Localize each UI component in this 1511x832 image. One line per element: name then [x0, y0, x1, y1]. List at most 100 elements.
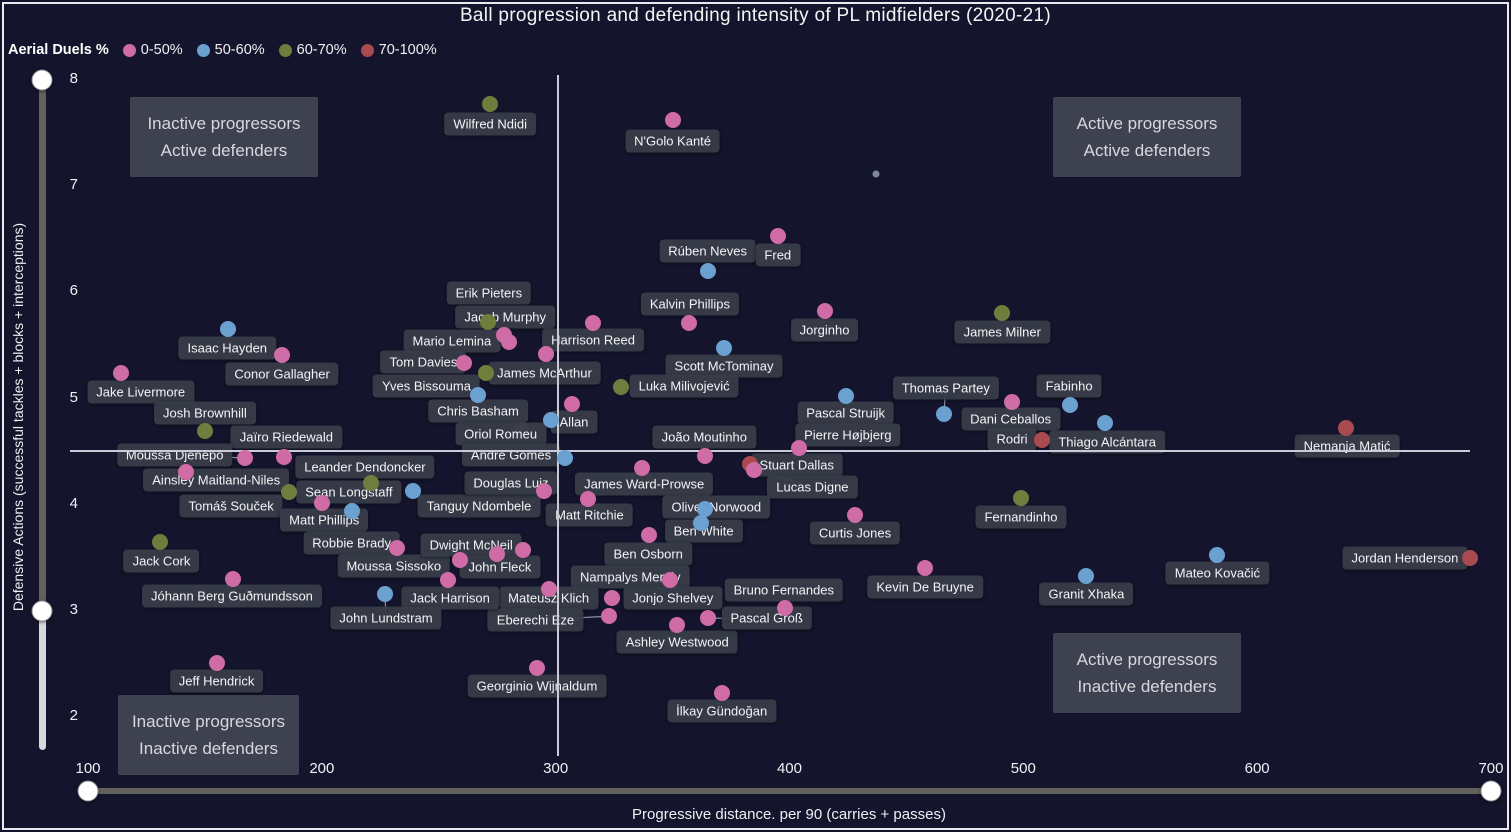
scatter-point[interactable]: [479, 314, 496, 331]
point-label: Allan: [550, 410, 598, 434]
scatter-point[interactable]: [935, 406, 952, 423]
scatter-point[interactable]: [1062, 396, 1079, 413]
point-label: João Moutinho: [652, 425, 756, 449]
scatter-point[interactable]: [564, 395, 581, 412]
scatter-point[interactable]: [344, 503, 361, 520]
scatter-point[interactable]: [405, 482, 422, 499]
scatter-point[interactable]: [456, 355, 473, 372]
x-slider-handle-right[interactable]: [1480, 780, 1502, 802]
scatter-point[interactable]: [790, 440, 807, 457]
legend: Aerial Duels % 0-50% 50-60% 60-70% 70-100%: [8, 42, 437, 58]
scatter-point[interactable]: [236, 449, 253, 466]
scatter-point[interactable]: [1003, 393, 1020, 410]
scatter-point[interactable]: [178, 463, 195, 480]
scatter-point[interactable]: [276, 448, 293, 465]
scatter-point[interactable]: [538, 345, 555, 362]
scatter-point[interactable]: [692, 514, 709, 531]
scatter-point[interactable]: [482, 96, 499, 113]
legend-item-70-100%[interactable]: 70-100%: [360, 42, 437, 58]
scatter-point[interactable]: [540, 580, 557, 597]
scatter-point[interactable]: [224, 570, 241, 587]
scatter-point[interactable]: [585, 315, 602, 332]
scatter-point[interactable]: [716, 339, 733, 356]
point-label: Mateo Kovačić: [1165, 561, 1270, 585]
point-label: Fernandinho: [975, 505, 1067, 529]
scatter-point[interactable]: [816, 303, 833, 320]
scatter-point[interactable]: [713, 684, 730, 701]
point-label: Robbie Brady: [303, 531, 401, 555]
scatter-point[interactable]: [528, 660, 545, 677]
scatter-point[interactable]: [112, 365, 129, 382]
scatter-point[interactable]: [1209, 546, 1226, 563]
x-slider-handle-left[interactable]: [77, 780, 99, 802]
scatter-point[interactable]: [641, 527, 658, 544]
scatter-point[interactable]: [1338, 420, 1354, 437]
scatter-point[interactable]: [846, 507, 863, 524]
scatter-point[interactable]: [872, 170, 880, 178]
scatter-point[interactable]: [664, 112, 681, 129]
scatter-point[interactable]: [699, 610, 716, 627]
scatter-point[interactable]: [994, 304, 1011, 321]
y-slider-handle-bottom[interactable]: [31, 600, 53, 622]
scatter-point[interactable]: [376, 585, 393, 602]
scatter-point[interactable]: [500, 334, 517, 351]
scatter-point[interactable]: [680, 315, 697, 332]
scatter-point[interactable]: [1012, 490, 1029, 507]
point-label: Mario Lemina: [403, 329, 501, 353]
y-tick: 7: [69, 176, 78, 194]
scatter-point[interactable]: [613, 378, 630, 395]
scatter-point[interactable]: [917, 560, 934, 577]
scatter-point[interactable]: [697, 447, 714, 464]
point-label: Kevin De Bruyne: [867, 575, 983, 599]
scatter-point[interactable]: [557, 449, 573, 466]
scatter-point[interactable]: [535, 482, 552, 499]
point-label: Nampalys Mendy: [571, 565, 690, 589]
y-slider-handle-top[interactable]: [31, 69, 53, 91]
scatter-point[interactable]: [274, 346, 291, 363]
legend-item-60-70%[interactable]: 60-70%: [278, 42, 347, 58]
scatter-point[interactable]: [662, 572, 679, 589]
point-label: Rúben Neves: [659, 239, 757, 263]
scatter-point[interactable]: [440, 572, 457, 589]
point-label: Pierre Højbjerg: [795, 423, 901, 447]
scatter-point[interactable]: [489, 545, 506, 562]
scatter-point[interactable]: [1461, 549, 1478, 566]
scatter-point[interactable]: [837, 388, 854, 405]
scatter-point[interactable]: [697, 500, 714, 517]
scatter-point[interactable]: [313, 494, 330, 511]
x-range-slider-track[interactable]: [88, 787, 1491, 794]
scatter-point[interactable]: [746, 461, 763, 478]
scatter-point[interactable]: [196, 423, 213, 440]
point-label: Harrison Reed: [542, 328, 644, 352]
scatter-point[interactable]: [1034, 431, 1051, 448]
scatter-point[interactable]: [477, 365, 494, 382]
y-range-slider-track[interactable]: [39, 80, 46, 611]
scatter-point[interactable]: [634, 459, 651, 476]
scatter-point[interactable]: [699, 263, 716, 280]
scatter-point[interactable]: [281, 483, 298, 500]
scatter-point[interactable]: [601, 608, 618, 625]
scatter-point[interactable]: [542, 411, 559, 428]
scatter-point[interactable]: [362, 475, 379, 492]
scatter-point[interactable]: [514, 542, 531, 559]
scatter-point[interactable]: [451, 551, 468, 568]
scatter-point[interactable]: [580, 491, 597, 508]
legend-item-0-50%[interactable]: 0-50%: [122, 42, 183, 58]
quadrant-label-line: Active progressors: [1076, 649, 1218, 669]
point-label: Eberechi Eze: [487, 608, 584, 632]
scatter-point[interactable]: [388, 540, 405, 557]
scatter-point[interactable]: [603, 590, 620, 607]
scatter-point[interactable]: [152, 533, 169, 550]
scatter-point[interactable]: [220, 321, 237, 338]
scatter-point[interactable]: [1078, 567, 1095, 584]
legend-item-50-60%[interactable]: 50-60%: [196, 42, 265, 58]
scatter-point[interactable]: [669, 616, 686, 633]
x-tick: 500: [1010, 760, 1036, 777]
scatter-point[interactable]: [208, 654, 225, 671]
scatter-point[interactable]: [769, 228, 786, 245]
scatter-point[interactable]: [776, 599, 793, 616]
point-label: Conor Gallagher: [225, 362, 339, 386]
scatter-point[interactable]: [1097, 414, 1114, 431]
scatter-point[interactable]: [470, 387, 487, 404]
y-range-slider-tail[interactable]: [39, 610, 46, 750]
